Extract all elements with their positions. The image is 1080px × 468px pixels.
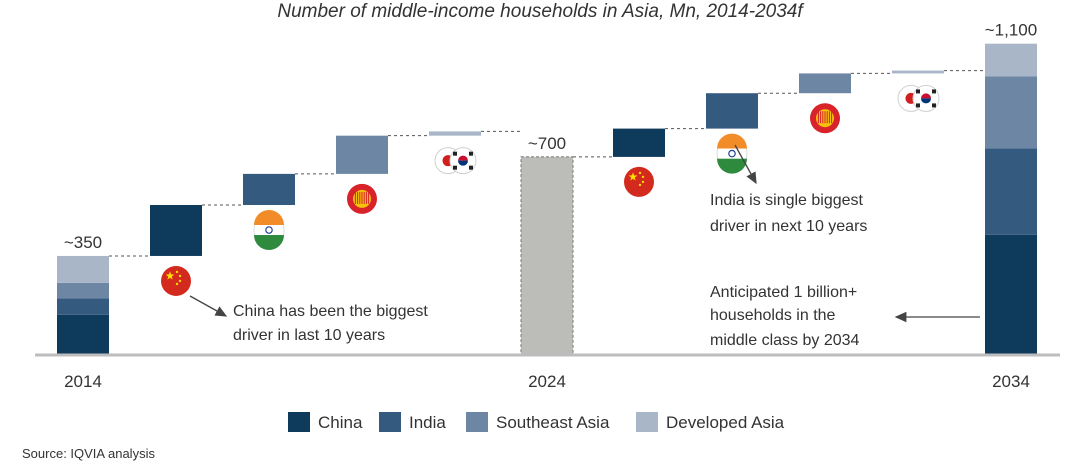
bar-2014-developed-asia <box>57 255 109 283</box>
annotation-india-line-1: India is single biggest <box>710 192 864 209</box>
asean-flag-icon <box>810 103 840 134</box>
bar-2034-china <box>985 234 1037 355</box>
annotation-china-arrow <box>189 295 228 317</box>
india-flag-icon <box>716 133 748 174</box>
increment-bar-2014-2024-india <box>243 173 295 206</box>
source-note: Source: IQVIA analysis <box>22 446 155 461</box>
asean-flag-icon <box>347 183 377 214</box>
annotation-china-line-1: China has been the biggest <box>233 303 428 320</box>
legend-swatch <box>466 412 488 432</box>
legend-swatch <box>636 412 658 432</box>
increment-bar-2024-2034-southeast-asia <box>799 73 851 94</box>
bar-2014-china <box>57 314 109 355</box>
legend-label: Southeast Asia <box>496 413 610 432</box>
legend-swatch <box>288 412 310 432</box>
legend-item-southeast-asia: Southeast Asia <box>466 412 610 432</box>
annotation-billion-line-2: households in the <box>710 307 836 324</box>
legend: China India Southeast Asia Developed Asia <box>288 412 785 432</box>
annotation-india-arrow <box>734 144 757 185</box>
china-flag-icon <box>161 265 191 296</box>
total-labels: ~350 ~700 ~1,100 <box>64 21 1037 252</box>
chart-title: Number of middle-income households in As… <box>277 1 804 22</box>
total-label-2024: ~700 <box>528 134 566 153</box>
annotation-billion: Anticipated 1 billion+ households in the… <box>710 284 980 349</box>
increment-bar-2014-2024-china <box>150 205 202 256</box>
legend-swatch <box>379 412 401 432</box>
connector-lines <box>109 70 985 257</box>
legend-label: India <box>409 413 446 432</box>
bar-2014-india <box>57 298 109 315</box>
annotation-billion-line-3: middle class by 2034 <box>710 332 860 349</box>
increment-bar-2024-2034-india <box>706 93 758 129</box>
total-label-2034: ~1,100 <box>985 21 1037 40</box>
bar-2014-southeast-asia <box>57 282 109 299</box>
bars <box>57 43 1037 356</box>
bar-2024-total <box>520 156 574 356</box>
annotation-china-line-2: driver in last 10 years <box>233 327 385 344</box>
x-tick-2034: 2034 <box>992 372 1030 391</box>
annotation-india-line-2: driver in next 10 years <box>710 218 867 235</box>
annotation-china: China has been the biggest driver in las… <box>189 295 428 344</box>
japan-korea-flags-icon <box>434 147 477 175</box>
increment-bar-2024-2034-china <box>613 128 665 157</box>
china-flag-icon <box>624 166 654 197</box>
bar-2034-southeast-asia <box>985 76 1037 149</box>
legend-item-developed-asia: Developed Asia <box>636 412 785 432</box>
flags <box>161 84 940 296</box>
annotation-billion-line-1: Anticipated 1 billion+ <box>710 284 857 301</box>
increment-bar-2014-2024-developed-asia <box>429 131 481 136</box>
legend-item-china: China <box>288 412 363 432</box>
total-label-2014: ~350 <box>64 233 102 252</box>
bar-2034-india <box>985 148 1037 235</box>
bar-2034-developed-asia <box>985 43 1037 77</box>
annotation-india: India is single biggest driver in next 1… <box>710 144 867 235</box>
india-flag-icon <box>253 210 285 251</box>
x-tick-2014: 2014 <box>64 372 102 391</box>
legend-item-india: India <box>379 412 446 432</box>
legend-label: China <box>318 413 363 432</box>
increment-bar-2024-2034-developed-asia <box>892 70 944 74</box>
increment-bar-2014-2024-southeast-asia <box>336 135 388 174</box>
x-tick-2024: 2024 <box>528 372 566 391</box>
japan-korea-flags-icon <box>897 84 940 112</box>
x-tick-labels: 2014 2024 2034 <box>64 372 1030 391</box>
legend-label: Developed Asia <box>666 413 785 432</box>
